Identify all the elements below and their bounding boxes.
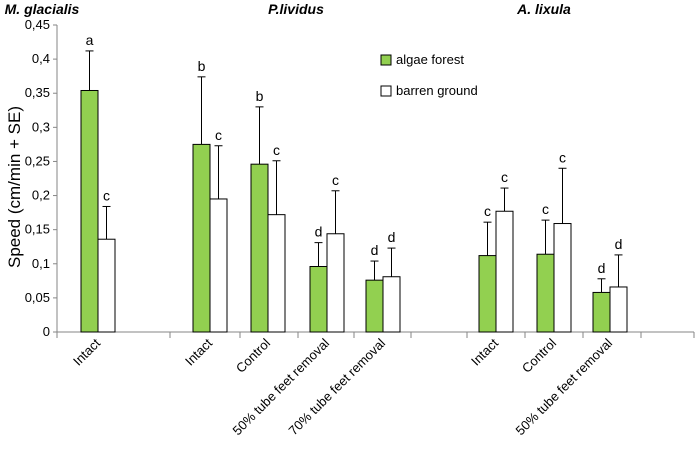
bar-barren-ground <box>382 276 401 333</box>
y-tick-label: 0,45 <box>25 17 50 32</box>
significance-letter: c <box>559 149 566 165</box>
bar-barren-ground <box>495 210 514 333</box>
bar-barren-ground <box>326 233 345 333</box>
bar-barren-ground <box>97 238 116 333</box>
significance-letter: c <box>215 127 222 143</box>
significance-letter: c <box>501 169 508 185</box>
significance-letter: c <box>332 172 339 188</box>
bar-barren-ground <box>553 223 572 333</box>
y-axis-label: Speed (cm/min + SE) <box>5 106 24 268</box>
bar-algae-forest <box>365 279 384 333</box>
significance-letter: d <box>388 229 396 245</box>
bar-algae-forest <box>192 143 211 333</box>
bar-algae-forest <box>536 253 555 333</box>
x-category-label: Control <box>519 335 559 375</box>
bar-algae-forest <box>592 291 611 333</box>
x-category-label: 50% tube feet removal <box>513 335 616 438</box>
y-tick-label: 0,4 <box>32 51 50 66</box>
x-category-label: 50% tube feet removal <box>230 335 333 438</box>
x-category-label: Intact <box>70 335 103 368</box>
significance-letter: c <box>484 203 491 219</box>
y-tick-label: 0,1 <box>32 256 50 271</box>
x-category-label: 70% tube feet removal <box>286 335 389 438</box>
y-tick-label: 0,15 <box>25 222 50 237</box>
x-category-label: Intact <box>468 335 501 368</box>
significance-letter: b <box>198 58 206 74</box>
group-title: M. glacialis <box>5 1 80 17</box>
legend-swatch <box>380 54 392 66</box>
bar-algae-forest <box>309 266 328 333</box>
group-titles: M. glacialis P.lividus A. lixula <box>5 1 571 17</box>
bar-algae-forest <box>250 163 269 333</box>
legend: algae forest barren ground <box>380 52 478 98</box>
error-bars <box>85 50 623 293</box>
y-tick-label: 0,35 <box>25 85 50 100</box>
bar-barren-ground <box>609 286 628 333</box>
x-category-label: Control <box>233 335 273 375</box>
y-tick-label: 0,05 <box>25 290 50 305</box>
significance-letter: b <box>256 88 264 104</box>
bars <box>80 89 628 333</box>
significance-letter: c <box>542 201 549 217</box>
legend-label: barren ground <box>396 83 478 98</box>
y-tick-label: 0,25 <box>25 153 50 168</box>
significance-letter: a <box>86 32 94 48</box>
legend-swatch <box>380 85 392 97</box>
significance-letter: c <box>273 142 280 158</box>
legend-label: algae forest <box>396 52 464 67</box>
y-axis: 0 0,05 0,1 0,15 0,2 0,25 0,3 0,35 0,4 0,45 <box>25 17 58 339</box>
significance-letter: d <box>598 260 606 276</box>
bar-barren-ground <box>209 198 228 333</box>
y-tick-label: 0,2 <box>32 188 50 203</box>
significance-letter: d <box>371 242 379 258</box>
significance-letter: d <box>615 236 623 252</box>
group-title: P.lividus <box>268 1 324 17</box>
bar-algae-forest <box>80 89 99 333</box>
x-category-label: Intact <box>182 335 215 368</box>
y-tick-label: 0 <box>43 324 50 339</box>
significance-letter: c <box>103 187 110 203</box>
y-tick-label: 0,3 <box>32 119 50 134</box>
group-title: A. lixula <box>516 1 571 17</box>
bar-barren-ground <box>267 214 286 333</box>
bar-algae-forest <box>478 255 497 333</box>
significance-letter: d <box>315 224 323 240</box>
